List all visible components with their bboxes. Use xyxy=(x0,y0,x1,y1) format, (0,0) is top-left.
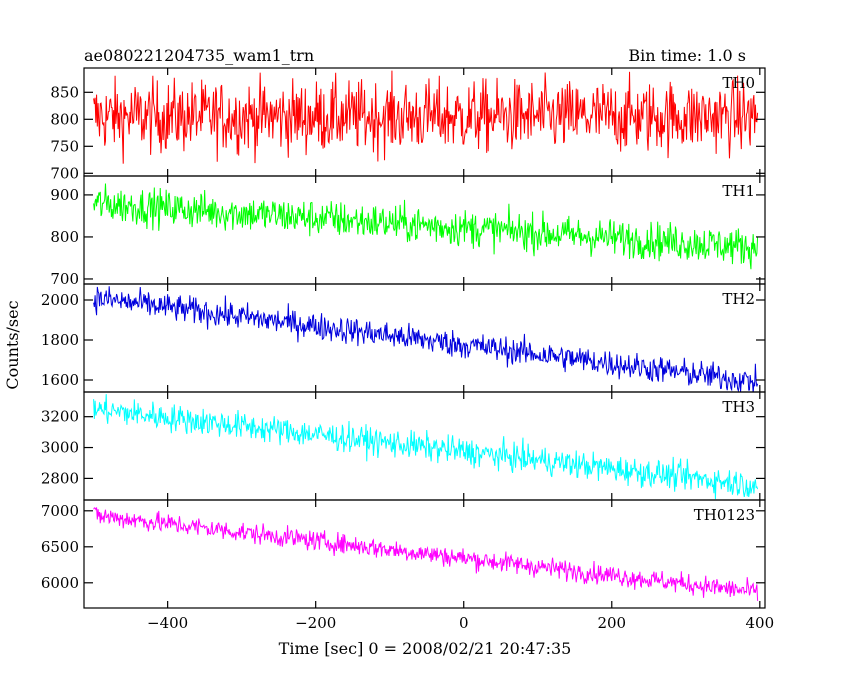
y-tick-label: 800 xyxy=(50,228,79,246)
y-tick-label: 900 xyxy=(50,186,79,204)
y-tick-label: 1800 xyxy=(41,331,79,349)
y-tick-label: 700 xyxy=(50,270,79,288)
y-tick-label: 750 xyxy=(50,137,79,155)
panel-label-th3: TH3 xyxy=(722,398,755,416)
y-axis-label: Counts/sec xyxy=(3,300,22,389)
x-tick-label: −200 xyxy=(295,614,336,632)
chart-title: ae080221204735_wam1_trn xyxy=(84,46,314,65)
bin-time-label: Bin time: 1.0 s xyxy=(628,46,746,65)
y-tick-label: 2000 xyxy=(41,291,79,309)
panel-th0123: 6000 6500 7000 TH0123 xyxy=(41,499,766,609)
x-tick-label: 400 xyxy=(745,614,774,632)
y-tick-label: 700 xyxy=(50,164,79,182)
series-line-th1 xyxy=(93,183,759,270)
y-tick-label: 850 xyxy=(50,83,79,101)
x-tick-label: 0 xyxy=(459,614,469,632)
y-tick-label: 2800 xyxy=(41,469,79,487)
series-line-th2 xyxy=(93,286,759,392)
y-tick-label: 1600 xyxy=(41,371,79,389)
panel-label-th2: TH2 xyxy=(722,290,755,308)
panel-label-th1: TH1 xyxy=(722,182,755,200)
x-axis-label: Time [sec] 0 = 2008/02/21 20:47:35 xyxy=(279,639,572,658)
panel-label-th0: TH0 xyxy=(722,74,755,92)
panel-th2: 1600 1800 2000 TH2 xyxy=(41,283,766,393)
series-line-th0123 xyxy=(93,507,759,601)
y-tick-label: 3000 xyxy=(41,439,79,457)
y-tick-label: 6000 xyxy=(41,574,79,592)
panel-label-th0123: TH0123 xyxy=(694,506,755,524)
y-tick-label: 800 xyxy=(50,110,79,128)
y-tick-label: 3200 xyxy=(41,408,79,426)
x-tick-label: 200 xyxy=(597,614,626,632)
y-tick-label: 6500 xyxy=(41,538,79,556)
panel-th1: 700 800 900 TH1 xyxy=(50,175,766,288)
x-tick-label: −400 xyxy=(147,614,188,632)
series-line-th0 xyxy=(93,70,759,164)
series-line-th3 xyxy=(93,394,759,500)
y-tick-label: 7000 xyxy=(41,502,79,520)
panel-frame xyxy=(83,499,766,609)
